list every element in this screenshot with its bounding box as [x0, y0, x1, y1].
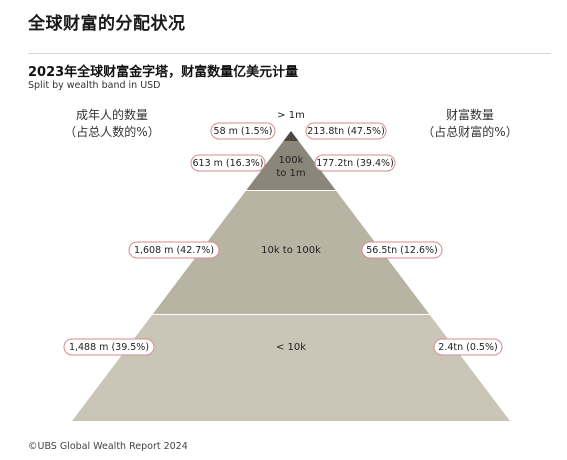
band-label-bottom: < 10k	[276, 342, 306, 353]
adults-label-bottom-outline	[63, 338, 155, 356]
tier-bottom-shape	[72, 315, 510, 421]
wealth-header-line1: 财富数量	[445, 108, 494, 122]
tier-divider-2	[152, 314, 430, 315]
adults-label-top-outline	[210, 122, 276, 140]
wealth-label-top-outline	[305, 122, 387, 140]
adults-label-bottom: 1,488 m (39.5%)	[69, 342, 149, 353]
wealth-label-middle: 56.5tn (12.6%)	[366, 245, 438, 256]
adults-header-line1: 成年人的数量	[75, 108, 148, 122]
adults-label-middle-outline	[128, 241, 220, 259]
tier-top-shape	[283, 131, 299, 141]
wealth-label-bottom: 2.4tn (0.5%)	[438, 342, 497, 353]
wealth-column-header: 财富数量 （占总财富的%）	[414, 107, 526, 141]
wealth-label-bottom-outline	[433, 338, 503, 356]
adults-column-header: 成年人的数量 （占总人数的%）	[56, 107, 168, 141]
adults-label-top: 58 m (1.5%)	[214, 126, 273, 137]
adults-label-upper: 613 m (16.3%)	[192, 158, 263, 169]
chart-title: 2023年全球财富金字塔，财富数量亿美元计量	[28, 65, 299, 80]
wealth-header-line2: （占总财富的%）	[422, 125, 518, 139]
adults-header-line2: （占总人数的%）	[64, 125, 160, 139]
source-footer: ©UBS Global Wealth Report 2024	[28, 441, 188, 452]
wealth-label-middle-outline	[361, 241, 443, 259]
tier-divider-1	[245, 190, 337, 191]
band-label-upper-line1: 100k	[279, 155, 304, 166]
band-label-top: > 1m	[277, 110, 305, 121]
wealth-label-upper-outline	[314, 154, 396, 172]
page-title: 全球财富的分配状况	[28, 14, 186, 34]
adults-label-upper-outline	[190, 154, 266, 172]
wealth-label-top: 213.8tn (47.5%)	[307, 126, 385, 137]
tier-upper-shape	[246, 141, 336, 190]
title-divider	[28, 53, 551, 54]
band-label-middle: 10k to 100k	[261, 245, 321, 256]
adults-label-middle: 1,608 m (42.7%)	[134, 245, 214, 256]
chart-subtitle: Split by wealth band in USD	[28, 80, 161, 91]
wealth-label-upper: 177.2tn (39.4%)	[316, 158, 394, 169]
tier-middle-shape	[152, 191, 430, 314]
band-label-upper-line2: to 1m	[276, 168, 305, 179]
